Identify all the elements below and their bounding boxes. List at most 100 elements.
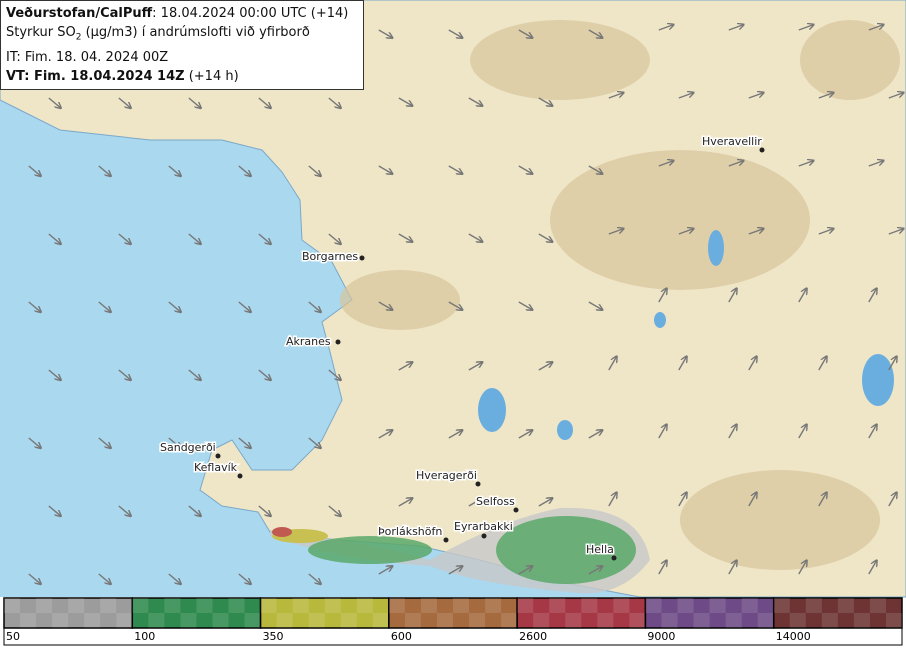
- wind-arrow: [678, 93, 694, 99]
- info-text: (+14 h): [184, 68, 239, 84]
- info-line: IT: Fim. 18. 04. 2024 00Z: [6, 48, 358, 67]
- wind-arrow: [888, 229, 904, 235]
- wind-arrow: [308, 301, 321, 312]
- legend-check: [869, 598, 886, 613]
- wind-arrow: [398, 233, 413, 242]
- place-label: Sandgerði: [160, 441, 216, 454]
- legend-check: [276, 613, 293, 628]
- info-bold: VT: Fim. 18.04.2024 14Z: [6, 68, 185, 84]
- legend-check: [821, 613, 838, 628]
- wind-arrow: [378, 430, 393, 439]
- wind-arrow: [48, 233, 61, 244]
- wind-arrow: [168, 573, 181, 584]
- wind-arrow: [818, 229, 834, 235]
- info-text: (µg/m3) í andrúmslofti við yfirborð: [81, 25, 310, 40]
- legend-check: [148, 613, 165, 628]
- wind-arrow: [188, 97, 201, 108]
- wind-arrow: [868, 25, 884, 31]
- legend-check: [661, 613, 678, 628]
- wind-arrow: [398, 498, 413, 507]
- legend-check: [84, 613, 101, 628]
- legend-check: [436, 613, 453, 628]
- wind-arrow: [468, 362, 483, 371]
- legend-check: [372, 613, 389, 628]
- wind-arrow: [188, 369, 201, 380]
- place-label: Þorlákshöfn: [378, 525, 442, 538]
- legend-check: [404, 613, 421, 628]
- legend-label: 2600: [519, 630, 547, 643]
- wind-arrow: [28, 437, 41, 448]
- legend-check: [260, 598, 277, 613]
- wind-arrow: [168, 301, 181, 312]
- wind-arrow: [308, 437, 321, 448]
- wind-arrow: [98, 437, 111, 448]
- legend-check: [196, 598, 213, 613]
- info-line: Veðurstofan/CalPuff: 18.04.2024 00:00 UT…: [6, 4, 358, 23]
- legend-check: [693, 613, 710, 628]
- legend-check: [485, 598, 502, 613]
- wind-arrow: [538, 97, 553, 106]
- wind-arrow: [48, 369, 61, 380]
- legend-check: [517, 598, 534, 613]
- wind-arrow: [888, 356, 897, 371]
- legend-check: [388, 598, 405, 613]
- wind-arrow: [658, 288, 667, 303]
- wind-arrow: [28, 165, 41, 176]
- legend: 50 100 350 600 2600 9000 14000: [3, 597, 903, 646]
- info-sub: 2: [75, 32, 82, 43]
- legend-check: [180, 613, 197, 628]
- wind-arrow: [448, 29, 463, 38]
- wind-arrow: [98, 573, 111, 584]
- legend-check: [116, 613, 133, 628]
- legend-swatch: [3, 597, 134, 629]
- legend-check: [533, 613, 550, 628]
- wind-arrow: [118, 369, 131, 380]
- wind-arrow: [608, 229, 624, 235]
- wind-arrow: [538, 362, 553, 371]
- wind-arrow: [588, 301, 603, 310]
- wind-arrow: [328, 505, 341, 516]
- legend-check: [853, 613, 870, 628]
- wind-arrow: [328, 369, 341, 380]
- wind-arrow: [98, 301, 111, 312]
- legend-check: [324, 598, 341, 613]
- wind-arrow: [378, 301, 393, 310]
- legend-check: [885, 613, 902, 628]
- legend-label: 9000: [647, 630, 675, 643]
- wind-arrow: [748, 492, 757, 507]
- wind-arrow: [168, 437, 181, 448]
- info-box: Veðurstofan/CalPuff: 18.04.2024 00:00 UT…: [0, 0, 364, 90]
- wind-arrow: [468, 97, 483, 106]
- wind-arrow: [818, 356, 827, 371]
- place-label: Hella: [586, 543, 614, 556]
- info-line: Styrkur SO2 (µg/m3) í andrúmslofti við y…: [6, 23, 358, 48]
- wind-arrow: [748, 93, 764, 99]
- info-text: IT: Fim. 18. 04. 2024 00Z: [6, 49, 169, 65]
- wind-arrow: [728, 288, 737, 303]
- place-label: Borgarnes: [302, 250, 358, 263]
- wind-arrow: [818, 492, 827, 507]
- info-bold: Veðurstofan/CalPuff: [6, 6, 153, 21]
- legend-check: [677, 598, 694, 613]
- wind-arrow: [798, 424, 807, 439]
- legend-check: [420, 598, 437, 613]
- wind-arrow: [518, 29, 533, 38]
- wind-arrow: [868, 560, 877, 575]
- wind-arrow: [518, 165, 533, 174]
- wind-arrow: [658, 25, 674, 31]
- wind-arrow: [818, 93, 834, 99]
- wind-arrow: [28, 301, 41, 312]
- legend-check: [244, 613, 261, 628]
- wind-arrow: [308, 573, 321, 584]
- wind-arrow: [468, 233, 483, 242]
- legend-check: [100, 598, 117, 613]
- wind-arrows: [28, 25, 904, 585]
- legend-label: 600: [391, 630, 412, 643]
- wind-arrow: [678, 492, 687, 507]
- legend-check: [4, 598, 21, 613]
- highlands: [340, 20, 900, 570]
- place-label: Hveravellir: [702, 135, 762, 148]
- wind-arrow: [238, 301, 251, 312]
- wind-arrow: [888, 492, 897, 507]
- wind-arrow: [258, 97, 271, 108]
